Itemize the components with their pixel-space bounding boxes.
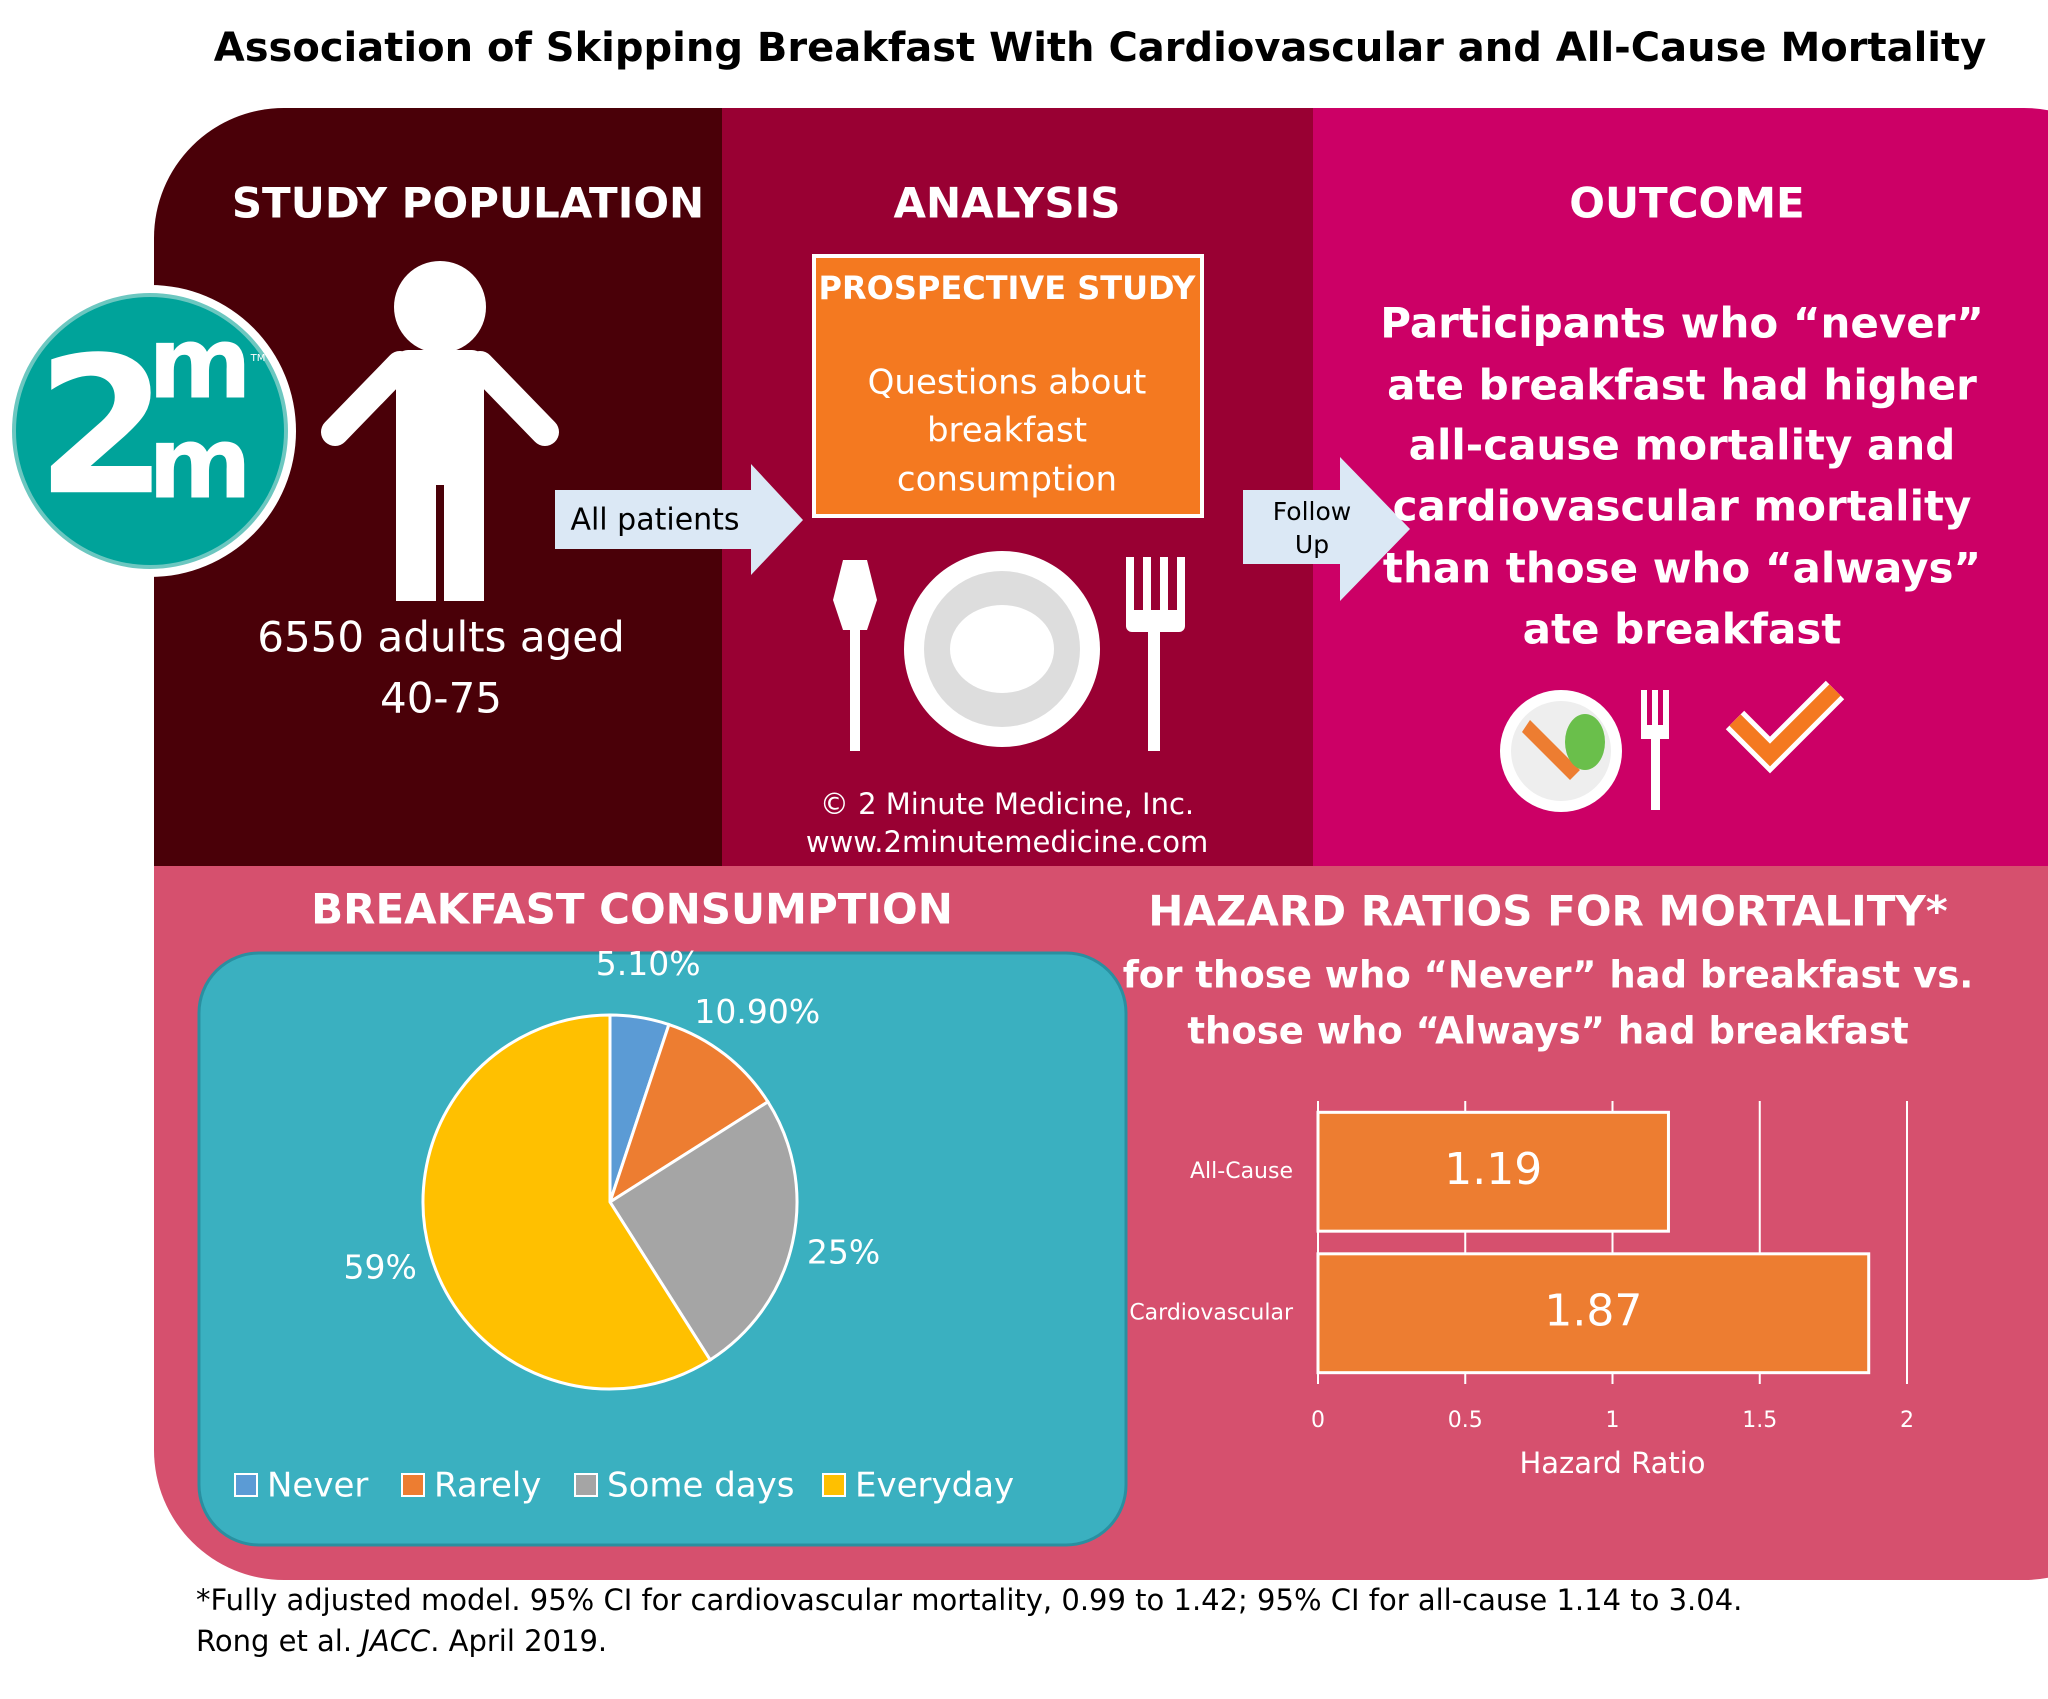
outcome-line: ate breakfast had higher (1387, 361, 1977, 410)
person-icon (321, 261, 559, 601)
bar (1316, 1110, 1670, 1233)
x-tick-label: 0.5 (1448, 1408, 1483, 1433)
heading: OUTCOME (1569, 179, 1804, 228)
x-axis-label: Hazard Ratio (1519, 1446, 1705, 1480)
website: www.2minutemedicine.com (806, 825, 1208, 859)
chart-subtitle: for those who “Never” had breakfast vs. (1123, 954, 1974, 997)
panel-outcome (1313, 108, 2048, 866)
y-tick-label: All-Cause (1190, 1159, 1293, 1184)
chart-title: BREAKFAST CONSUMPTION (311, 885, 953, 934)
outcome-line: all-cause mortality and (1409, 421, 1956, 470)
x-tick-label: 2 (1900, 1408, 1914, 1433)
pie-slice (607, 1022, 770, 1206)
logo-letter: m (148, 304, 252, 421)
population-text: 40-75 (380, 674, 502, 723)
chart-subtitle: those who “Always” had breakfast (1187, 1010, 1908, 1053)
logo-letter: m (148, 404, 252, 521)
legend-label: Some days (607, 1466, 794, 1506)
logo-disc (12, 293, 288, 569)
pie-slice (607, 1099, 799, 1362)
x-tick-label: 1.5 (1742, 1408, 1777, 1433)
x-tick-label: 0 (1311, 1408, 1325, 1433)
page-title: Association of Skipping Breakfast With C… (214, 25, 1986, 71)
study-box (812, 254, 1204, 518)
logo-trademark: TM (250, 353, 266, 364)
legend-swatch (822, 1473, 846, 1497)
outcome-line: ate breakfast (1523, 605, 1842, 654)
legend-label: Never (267, 1466, 368, 1506)
citation: Rong et al. JACC. April 2019. (196, 1624, 607, 1658)
legend-swatch (234, 1473, 258, 1497)
citation-part: Rong et al. (196, 1624, 361, 1658)
value-label: 5.10% (596, 944, 701, 983)
population-text: 6550 adults aged (257, 613, 625, 662)
outcome-icons (1500, 680, 1845, 812)
box-text: Questions about (868, 363, 1147, 403)
charts: BREAKFAST CONSUMPTION 5.10% 10.90% 25% 59% Ne… (234, 885, 1974, 1506)
y-tick-label: Cardiovascular (1129, 1300, 1294, 1325)
arrow-label: Up (1295, 530, 1329, 559)
pie-slice (421, 1013, 713, 1391)
citation-part: . April 2019. (430, 1624, 607, 1658)
legend-label: Rarely (434, 1466, 541, 1506)
value-label: 59% (343, 1247, 416, 1286)
outcome-text: Participants who “never” ate breakfast ha… (1380, 299, 1984, 654)
footnote: *Fully adjusted model. 95% CI for cardio… (196, 1583, 1742, 1617)
box-title: PROSPECTIVE STUDY (819, 269, 1197, 307)
box-text: breakfast (927, 411, 1087, 451)
arrow-label: All patients (570, 503, 739, 538)
logo-digit: 2 (36, 316, 168, 537)
outcome-line: Participants who “never” (1380, 299, 1984, 348)
legend-label: Everyday (855, 1466, 1014, 1506)
bar (1316, 1252, 1871, 1375)
heading: STUDY POPULATION (232, 179, 704, 228)
copyright: © 2 Minute Medicine, Inc. (820, 787, 1194, 821)
citation-journal: JACC (356, 1624, 431, 1658)
heading: ANALYSIS (894, 179, 1121, 228)
cutlery-icon (833, 551, 1185, 751)
legend-swatch (401, 1473, 425, 1497)
arrow (1243, 457, 1410, 601)
outcome-line: than those who “always” (1383, 544, 1981, 593)
value-label: 1.87 (1544, 1285, 1642, 1336)
logo: 2 m m TM (4, 285, 296, 577)
arrow (555, 464, 803, 575)
arrow-label: Follow (1273, 497, 1351, 526)
box-text: consumption (897, 460, 1117, 500)
value-label: 25% (807, 1233, 880, 1272)
x-tick-label: 1 (1606, 1408, 1620, 1433)
outcome-line: cardiovascular mortality (1393, 482, 1972, 531)
legend-swatch (574, 1473, 598, 1497)
value-label: 1.19 (1444, 1144, 1542, 1195)
chart-title: HAZARD RATIOS FOR MORTALITY* (1148, 887, 1948, 936)
value-label: 10.90% (694, 992, 820, 1031)
